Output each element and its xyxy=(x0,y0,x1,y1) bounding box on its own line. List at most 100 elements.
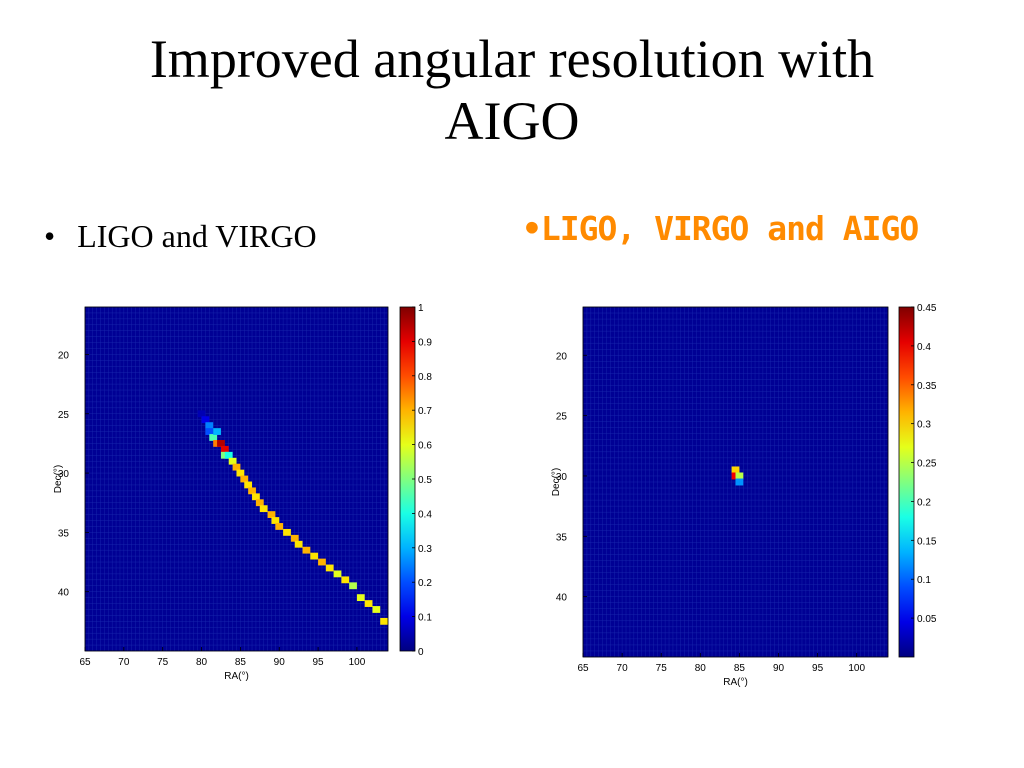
heatmap-cell xyxy=(349,582,357,590)
x-tick-label: 65 xyxy=(577,663,589,674)
heatmap-cell xyxy=(217,440,225,447)
heatmap-cell xyxy=(271,517,280,524)
y-tick-label: 35 xyxy=(58,528,70,539)
heatmap-cell xyxy=(201,416,210,424)
colorbar-tick-label: 1 xyxy=(418,303,424,314)
heatmap-cell xyxy=(283,528,291,536)
heatmap-grid xyxy=(84,306,389,652)
heatmap-cell xyxy=(220,451,229,459)
y-axis-label: Dec(°) xyxy=(551,468,562,496)
heatmap-cell xyxy=(252,493,260,501)
heatmap-cell xyxy=(275,523,284,530)
heatmap-cell xyxy=(255,499,264,507)
x-tick-label: 80 xyxy=(196,657,208,668)
y-tick-label: 20 xyxy=(556,351,568,362)
colorbar-tick-label: 0.1 xyxy=(917,575,931,586)
left-bullet-item: • LIGO and VIRGO xyxy=(44,218,317,255)
colorbar-tick-label: 0.2 xyxy=(917,497,931,508)
y-tick-label: 25 xyxy=(58,410,70,421)
heatmap-cell xyxy=(735,472,744,480)
colorbar-tick-label: 0.4 xyxy=(917,342,931,353)
colorbar-tick-label: 0.15 xyxy=(917,536,937,547)
colorbar-tick-label: 0.05 xyxy=(917,614,937,625)
slide-title-line-2: AIGO xyxy=(444,91,580,151)
heatmap-cell xyxy=(232,463,241,471)
heatmap-cell xyxy=(240,475,249,483)
heatmap-cell xyxy=(267,511,276,518)
colorbar-tick-label: 0.5 xyxy=(418,475,432,486)
heatmap-cell xyxy=(248,487,256,495)
x-axis-label: RA(°) xyxy=(224,671,249,682)
colorbar-tick-label: 0.3 xyxy=(917,420,931,431)
x-tick-label: 70 xyxy=(617,663,629,674)
heatmap-cell xyxy=(333,570,342,578)
plot-frame xyxy=(84,306,389,652)
colorbar-tick-label: 0.35 xyxy=(917,381,937,392)
heatmap-cell xyxy=(213,428,221,435)
heatmap-cell xyxy=(259,505,268,513)
heatmap-cell xyxy=(318,558,326,566)
heatmap-cell xyxy=(205,428,214,435)
x-tick-label: 90 xyxy=(773,663,785,674)
colorbar-tick-label: 0.9 xyxy=(418,337,432,348)
plot-frame xyxy=(582,306,889,658)
heatmap-cell xyxy=(341,576,350,584)
y-tick-label: 30 xyxy=(58,469,70,480)
x-tick-label: 65 xyxy=(79,657,91,668)
x-tick-label: 95 xyxy=(812,663,824,674)
heatmap-cell xyxy=(735,478,744,486)
heatmap-cell xyxy=(209,434,218,441)
colorbar-tick-label: 0.25 xyxy=(917,459,937,470)
heatmap-cell xyxy=(236,469,245,477)
heatmap-cell xyxy=(356,594,365,602)
heatmap-cell xyxy=(205,422,214,430)
colorbar-tick-label: 0.8 xyxy=(418,372,432,383)
heatmap-cell xyxy=(325,564,334,572)
colorbar-tick-label: 0.2 xyxy=(418,578,432,589)
colorbar-tick-label: 0.7 xyxy=(418,406,432,417)
x-tick-label: 95 xyxy=(313,657,325,668)
colorbar-tick-label: 0.6 xyxy=(418,441,432,452)
heatmap-cell xyxy=(731,466,740,474)
heatmap-cell xyxy=(197,410,206,418)
y-tick-label: 20 xyxy=(58,350,70,361)
slide-title: Improved angular resolution with AIGO xyxy=(0,28,1024,152)
y-axis-label: Dec(°) xyxy=(53,465,64,493)
heatmap-cell xyxy=(220,445,229,453)
bullet-dot: • xyxy=(44,218,56,254)
slide-title-line-1: Improved angular resolution with xyxy=(149,29,875,89)
heatmap-cell xyxy=(244,481,253,489)
colorbar-tick-label: 0.1 xyxy=(418,613,432,624)
heatmap-cell xyxy=(228,457,237,465)
heatmap-cell xyxy=(380,617,388,625)
colorbar-tick-label: 0 xyxy=(418,647,424,658)
y-tick-label: 40 xyxy=(556,593,568,604)
heatmap-cell xyxy=(302,546,311,554)
colorbar xyxy=(898,306,915,658)
x-tick-label: 90 xyxy=(274,657,286,668)
heatmap-cell xyxy=(310,552,319,560)
x-tick-label: 70 xyxy=(118,657,130,668)
x-tick-label: 85 xyxy=(235,657,247,668)
x-tick-label: 80 xyxy=(695,663,707,674)
x-tick-label: 85 xyxy=(734,663,746,674)
heatmap-cell xyxy=(294,540,303,548)
x-tick-label: 75 xyxy=(157,657,169,668)
x-tick-label: 75 xyxy=(656,663,668,674)
x-tick-label: 100 xyxy=(349,657,366,668)
heatmap-cell xyxy=(372,606,381,613)
y-tick-label: 30 xyxy=(556,472,568,483)
colorbar-tick-label: 0.4 xyxy=(418,509,432,520)
x-axis-label: RA(°) xyxy=(723,677,748,688)
colorbar-tick-label: 0.3 xyxy=(418,544,432,555)
heatmap-grid xyxy=(582,306,889,658)
heatmap-cell xyxy=(364,600,373,607)
x-tick-label: 100 xyxy=(848,663,865,674)
y-tick-label: 35 xyxy=(556,532,568,543)
colorbar-tick-label: 0.45 xyxy=(917,303,937,314)
heatmap-cell xyxy=(290,534,299,542)
heatmap-cell xyxy=(224,451,233,459)
y-tick-label: 25 xyxy=(556,412,568,423)
